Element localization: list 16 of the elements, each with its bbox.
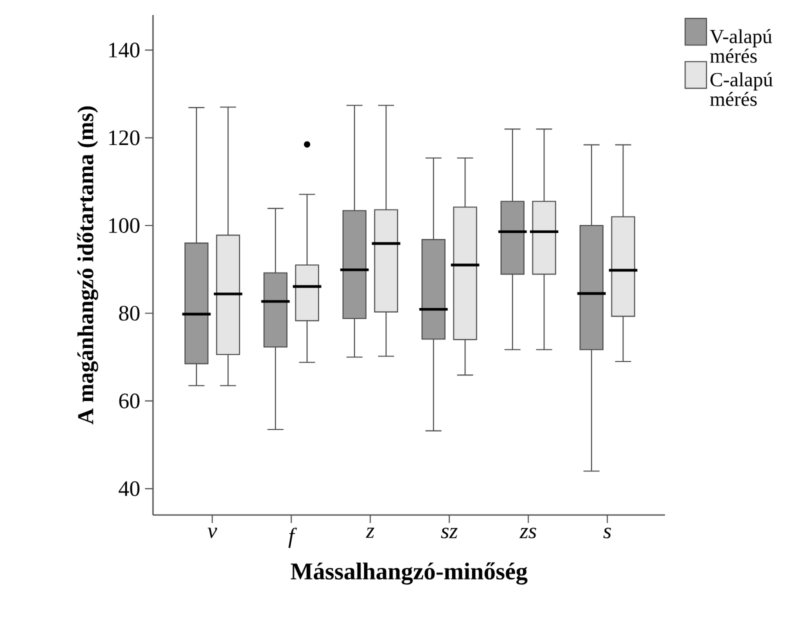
- y-tick-label: 100: [109, 218, 140, 233]
- x-tick-label: v: [208, 528, 218, 538]
- x-tick-label: f: [288, 528, 297, 548]
- x-tick-label: z: [366, 528, 374, 538]
- x-tick-label: sz: [441, 528, 458, 538]
- x-tick-label: s: [603, 528, 611, 538]
- y-tick-label: 80: [119, 306, 140, 321]
- y-tick-label: 140: [109, 42, 140, 58]
- y-tick-label: 40: [118, 481, 140, 496]
- y-axis-title: A magánhangzó időtartama (ms): [77, 106, 98, 424]
- x-tick-label: zs: [520, 528, 536, 538]
- x-axis-title: Mássalhangzó-minőség: [290, 562, 528, 585]
- y-tick-label: 120: [109, 130, 140, 146]
- y-tick-label: 60: [119, 394, 140, 408]
- legend-label: V-alapú mérés: [710, 29, 772, 63]
- legend-label: C-alapú mérés: [710, 72, 773, 106]
